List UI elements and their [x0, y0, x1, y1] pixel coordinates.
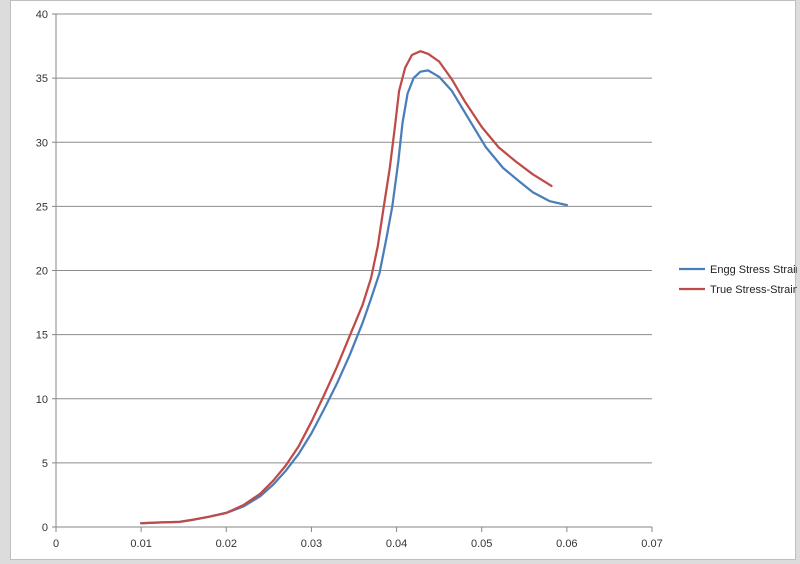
- x-tick-label: 0.07: [641, 538, 662, 550]
- y-tick-label: 5: [42, 458, 48, 470]
- x-tick-label: 0.03: [301, 538, 322, 550]
- x-tick-label: 0.05: [471, 538, 492, 550]
- legend-label: Engg Stress Strain: [710, 264, 797, 276]
- y-tick-label: 35: [36, 73, 48, 85]
- series-line-2: [139, 50, 553, 525]
- y-tick-label: 15: [36, 330, 48, 342]
- y-tick-label: 0: [42, 522, 48, 534]
- chart-svg: 0 5 10 15 20 25 30 35 40 0 0.01 0.02 0.03 0.04 0.05 0.…: [36, 9, 797, 550]
- y-tick-label: 10: [36, 394, 48, 406]
- x-tick-label: 0.04: [386, 538, 407, 550]
- series-line-1: [139, 69, 569, 525]
- x-tick-label: 0.02: [216, 538, 237, 550]
- gridlines: [56, 13, 652, 464]
- y-tick-label: 25: [36, 201, 48, 213]
- axes: [52, 13, 653, 532]
- y-tick-label: 20: [36, 266, 48, 278]
- y-tick-label: 40: [36, 9, 48, 21]
- y-tick-labels: 0 5 10 15 20 25 30 35 40: [36, 9, 48, 534]
- series-lines: [139, 50, 569, 525]
- x-tick-label: 0: [53, 538, 59, 550]
- x-tick-label: 0.01: [130, 538, 151, 550]
- y-tick-label: 30: [36, 137, 48, 149]
- chart-frame: 0 5 10 15 20 25 30 35 40 0 0.01 0.02 0.03 0.04 0.05 0.…: [10, 0, 797, 560]
- x-tick-label: 0.06: [556, 538, 577, 550]
- legend-label: True Stress-Strain: [710, 284, 797, 296]
- legend: Engg Stress Strain True Stress-Strain: [679, 264, 797, 296]
- x-tick-labels: 0 0.01 0.02 0.03 0.04 0.05 0.06 0.07: [53, 538, 663, 550]
